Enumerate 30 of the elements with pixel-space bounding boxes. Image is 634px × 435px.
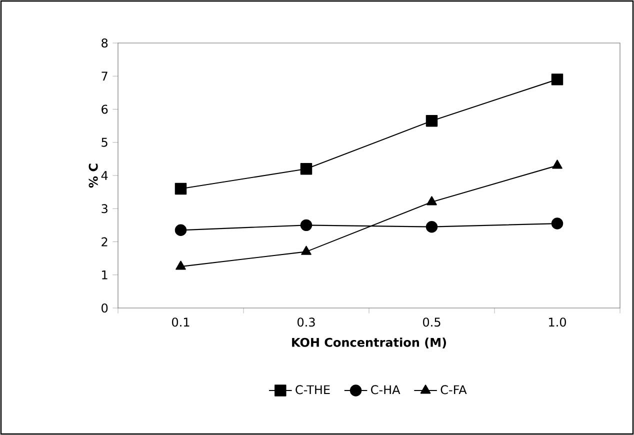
point: [552, 160, 562, 169]
y-tick-label: 5: [102, 138, 108, 147]
point: [301, 246, 312, 255]
y-axis-title: % C: [88, 164, 98, 188]
y-tick-label: 1: [102, 270, 108, 280]
point: [426, 114, 438, 127]
point: [551, 74, 564, 86]
legend-label: C-THE: [296, 385, 330, 394]
y-tick-label: 2: [102, 237, 108, 246]
point: [176, 260, 186, 270]
legend-label: C-FA: [440, 385, 467, 394]
point: [300, 163, 312, 175]
y-tick-label: 7: [102, 72, 108, 80]
point: [426, 220, 438, 233]
point: [174, 182, 187, 195]
x-tick-label: 1.0: [549, 318, 566, 327]
point: [551, 218, 564, 230]
x-tick-label: 0.5: [423, 318, 440, 327]
y-tick-label: 0: [102, 303, 108, 313]
legend-label: C-HA: [371, 385, 400, 394]
x-tick-label: 0.3: [298, 318, 315, 327]
point: [300, 219, 312, 232]
x-axis-title: KOH Concentration (M): [292, 338, 446, 348]
y-tick-label: 8: [102, 38, 108, 48]
point: [426, 196, 437, 206]
x-tick-label: 0.1: [172, 318, 190, 327]
y-tick-label: 4: [101, 171, 108, 180]
y-tick-label: 3: [102, 204, 108, 214]
y-tick-label: 6: [102, 104, 108, 114]
point: [174, 224, 187, 236]
